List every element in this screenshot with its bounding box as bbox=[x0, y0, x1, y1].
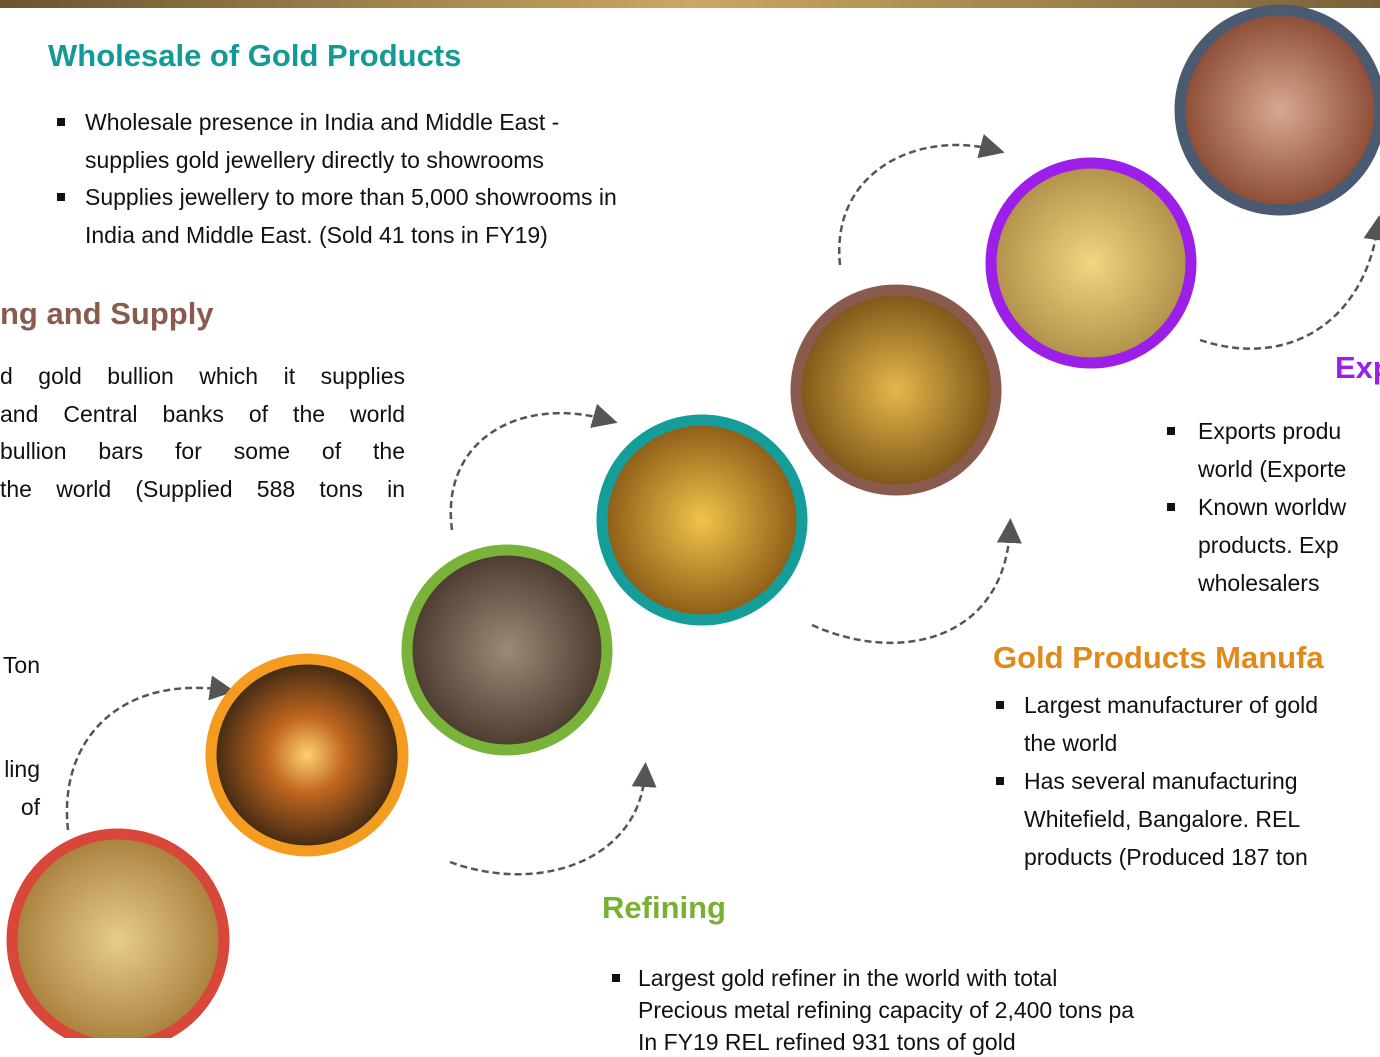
photo-circle bbox=[596, 414, 808, 626]
bullet-text: India and Middle East. (Sold 41 tons in … bbox=[85, 221, 548, 248]
heading: ng and Supply bbox=[0, 296, 214, 331]
bullet-text: Wholesale presence in India and Middle E… bbox=[85, 109, 560, 135]
bullet-text: the world bbox=[1024, 730, 1118, 756]
paragraph-line: the world (Supplied 588 tons in bbox=[0, 476, 405, 503]
heading: Gold Products Manufa bbox=[993, 640, 1324, 675]
bullet-text: products. Exp bbox=[1198, 532, 1339, 558]
text-fragment: Ton bbox=[2, 652, 40, 678]
bullet-marker bbox=[1167, 427, 1175, 435]
arrow bbox=[811, 518, 1022, 645]
bullet-text: supplies gold jewellery directly to show… bbox=[85, 146, 544, 173]
bullet-text: Precious metal refining capacity of 2,40… bbox=[638, 997, 1135, 1023]
bullet-marker bbox=[57, 193, 65, 201]
arrow bbox=[65, 675, 235, 831]
photo-circle bbox=[205, 653, 409, 857]
bullet-text: Largest manufacturer of gold bbox=[1024, 692, 1319, 718]
bullet-text: Largest gold refiner in the world with t… bbox=[638, 965, 1058, 991]
bullet-text: wholesalers bbox=[1198, 570, 1320, 596]
bullet-marker bbox=[57, 118, 65, 126]
photo-circle bbox=[985, 157, 1197, 369]
heading: Refining bbox=[602, 890, 726, 925]
arrow bbox=[838, 134, 1005, 266]
bullet-text: In FY19 REL refined 931 tons of gold bbox=[638, 1029, 1016, 1055]
photo-circle bbox=[1174, 4, 1380, 216]
bullet-marker bbox=[1167, 503, 1175, 511]
paragraph-line: bullion bars for some of the bbox=[0, 438, 405, 465]
bullet-text: Supplies jewellery to more than 5,000 sh… bbox=[85, 184, 617, 210]
top-strip bbox=[0, 0, 1380, 8]
text-fragment: of bbox=[20, 794, 40, 820]
bullet-marker bbox=[996, 777, 1004, 785]
arrow bbox=[449, 762, 657, 876]
bullet-text: Known worldw bbox=[1198, 494, 1347, 520]
bullet-text: Exports produ bbox=[1198, 418, 1342, 444]
arrow bbox=[1199, 215, 1380, 350]
photo-circle bbox=[401, 544, 613, 756]
text-fragment: ling bbox=[4, 756, 40, 782]
paragraph-line: d gold bullion which it supplies bbox=[0, 363, 405, 389]
paragraph-line: and Central banks of the world bbox=[0, 400, 405, 427]
bullet-text: Whitefield, Bangalore. REL bbox=[1024, 806, 1301, 832]
bullet-marker bbox=[612, 974, 620, 982]
photo-circle bbox=[790, 284, 1002, 496]
photo-circle bbox=[6, 828, 230, 1038]
arrow bbox=[449, 403, 618, 531]
bullet-text: world (Exporte bbox=[1198, 456, 1347, 482]
heading: Exp bbox=[1335, 350, 1380, 385]
bullet-marker bbox=[996, 701, 1004, 709]
bullet-text: products (Produced 187 ton bbox=[1024, 844, 1308, 870]
heading: Wholesale of Gold Products bbox=[48, 38, 462, 73]
bullet-text: Has several manufacturing bbox=[1024, 768, 1298, 794]
